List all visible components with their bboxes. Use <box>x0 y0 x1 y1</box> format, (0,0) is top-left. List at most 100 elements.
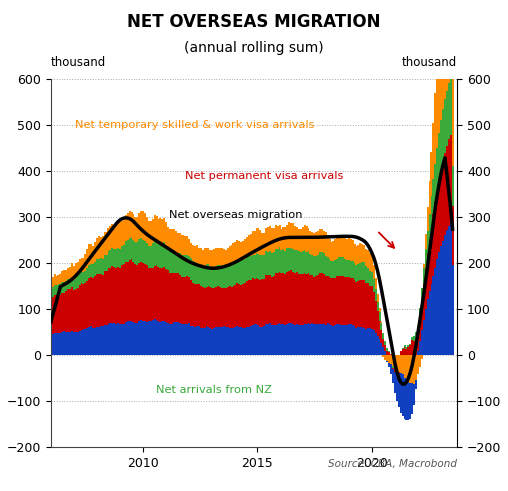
Bar <box>405 349 407 355</box>
Bar <box>375 289 377 301</box>
Bar <box>231 245 233 264</box>
Bar <box>383 347 385 355</box>
Bar <box>425 269 427 309</box>
Bar <box>219 327 221 355</box>
Bar <box>434 93 436 164</box>
Bar <box>54 295 56 333</box>
Bar <box>290 270 292 323</box>
Bar <box>373 293 375 330</box>
Bar <box>219 287 221 327</box>
Bar <box>325 276 327 325</box>
Bar <box>163 321 165 355</box>
Bar <box>409 344 411 345</box>
Bar <box>194 246 196 262</box>
Bar <box>111 323 113 355</box>
Bar <box>354 326 356 355</box>
Bar <box>429 241 431 291</box>
Bar <box>248 235 250 256</box>
Bar <box>204 288 206 328</box>
Bar <box>219 266 221 287</box>
Bar <box>180 254 182 276</box>
Bar <box>67 279 69 289</box>
Bar <box>429 214 431 241</box>
Bar <box>152 320 154 355</box>
Bar <box>231 264 233 287</box>
Bar <box>142 321 144 355</box>
Bar <box>277 248 279 273</box>
Bar <box>327 324 329 355</box>
Bar <box>432 123 434 179</box>
Bar <box>117 223 119 248</box>
Bar <box>444 99 446 153</box>
Bar <box>258 254 260 279</box>
Bar <box>369 285 371 328</box>
Bar <box>227 248 229 265</box>
Bar <box>244 239 246 259</box>
Bar <box>386 351 388 355</box>
Bar <box>117 267 119 323</box>
Bar <box>392 366 394 368</box>
Bar <box>329 325 331 355</box>
Bar <box>160 218 162 243</box>
Bar <box>98 274 100 327</box>
Bar <box>336 324 338 355</box>
Bar <box>354 245 356 263</box>
Bar <box>163 218 165 242</box>
Bar <box>321 252 323 273</box>
Bar <box>244 259 246 283</box>
Bar <box>359 327 361 355</box>
Bar <box>267 227 269 251</box>
Bar <box>79 272 81 285</box>
Bar <box>213 288 215 328</box>
Bar <box>94 327 96 355</box>
Bar <box>280 273 282 324</box>
Bar <box>380 343 383 355</box>
Bar <box>278 272 280 323</box>
Bar <box>106 271 108 326</box>
Bar <box>396 375 398 401</box>
Bar <box>386 349 388 351</box>
Bar <box>358 327 360 355</box>
Bar <box>86 249 88 268</box>
Bar <box>427 207 429 231</box>
Bar <box>98 327 100 355</box>
Bar <box>64 270 65 282</box>
Bar <box>71 278 73 287</box>
Bar <box>311 324 313 355</box>
Bar <box>157 321 160 355</box>
Bar <box>423 268 425 284</box>
Bar <box>217 327 219 355</box>
Bar <box>244 283 246 327</box>
Bar <box>265 251 267 274</box>
Bar <box>394 368 396 370</box>
Bar <box>108 324 110 355</box>
Bar <box>331 242 333 261</box>
Bar <box>111 247 113 266</box>
Bar <box>376 294 378 301</box>
Bar <box>369 328 371 355</box>
Bar <box>155 265 157 320</box>
Bar <box>144 321 146 355</box>
Bar <box>82 272 84 284</box>
Bar <box>207 265 209 286</box>
Bar <box>282 249 284 273</box>
Bar <box>294 273 296 325</box>
Bar <box>108 228 110 251</box>
Bar <box>409 345 411 355</box>
Bar <box>192 245 194 261</box>
Bar <box>390 354 392 355</box>
Bar <box>211 329 213 355</box>
Bar <box>323 324 325 355</box>
Bar <box>329 239 331 259</box>
Bar <box>327 257 329 276</box>
Bar <box>160 268 162 322</box>
Bar <box>227 327 229 355</box>
Bar <box>373 279 375 293</box>
Bar <box>246 257 248 281</box>
Bar <box>421 355 423 359</box>
Bar <box>115 249 117 268</box>
Bar <box>436 259 438 355</box>
Bar <box>338 324 340 355</box>
Bar <box>175 322 177 355</box>
Bar <box>251 255 253 278</box>
